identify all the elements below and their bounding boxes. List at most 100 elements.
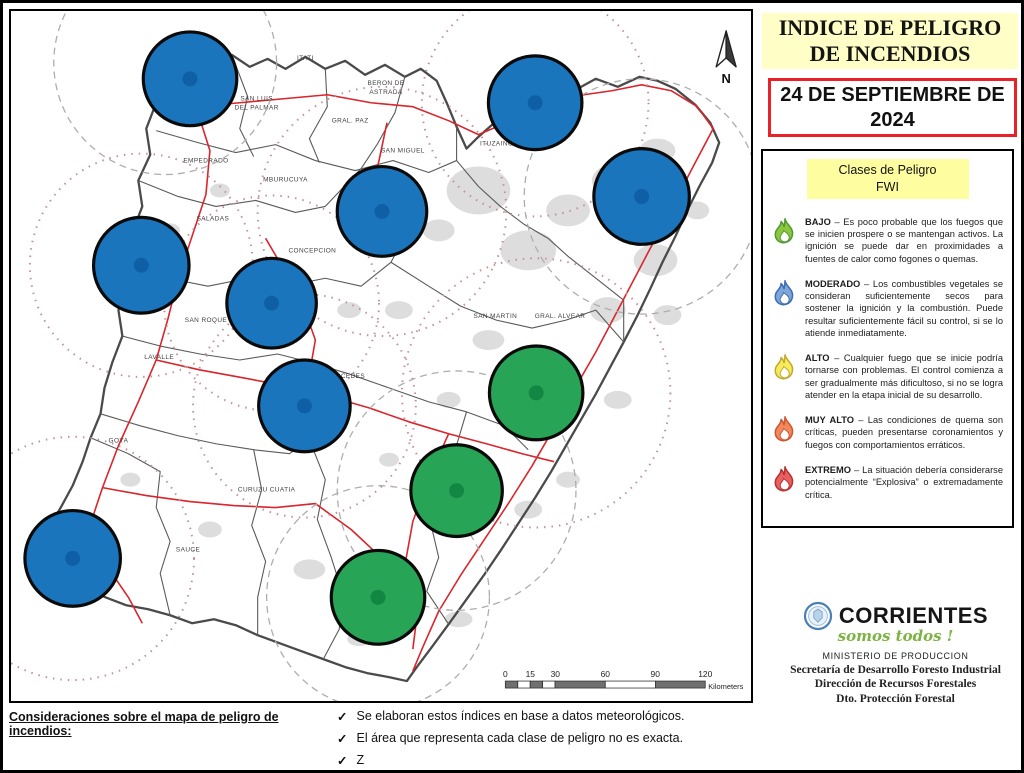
footer-note-text: Se elaboran estos índices en base a dato…	[356, 709, 685, 723]
footer: Consideraciones sobre el mapa de peligro…	[9, 707, 1019, 768]
poster-title: INDICE DE PELIGRO DE INCENDIOS	[762, 13, 1018, 69]
org-slogan: somos todos !	[837, 627, 954, 645]
footer-notes: ✓ Se elaboran estos índices en base a dat…	[337, 707, 684, 768]
date-line2: 2024	[870, 108, 915, 131]
flame-icon	[774, 279, 794, 306]
coverage-ring	[400, 257, 672, 529]
footer-note: ✓ Z	[337, 753, 684, 768]
flame-icon	[774, 354, 794, 380]
department-label: SAN ROQUE	[185, 317, 228, 324]
station-marker-moderado	[486, 54, 584, 152]
date-line1: 24 DE SEPTIEMBRE DE	[780, 83, 1005, 106]
coverage-ring	[11, 435, 195, 682]
poster-title-line2: DE INCENDIOS	[809, 41, 971, 66]
legend-item-extremo: EXTREMO – La situación debería considera…	[772, 464, 1003, 501]
legend-item-text: MUY ALTO – Las condiciones de quema son …	[805, 415, 1003, 450]
legend-items: BAJO – Es poco probable que los fuegos q…	[763, 199, 1012, 501]
legend-item-moderado: MODERADO – Los combustibles vegetales se…	[772, 278, 1003, 339]
flame-icon	[774, 416, 794, 442]
department-label: DEL PALMAR	[235, 105, 279, 112]
department-label: MERCEDES	[325, 373, 365, 380]
station-marker-moderado	[335, 164, 429, 258]
flame-icon	[774, 217, 794, 244]
legend-header-line2: FWI	[876, 179, 899, 194]
flame-icon	[774, 465, 794, 492]
department-label: SAN MIGUEL	[381, 148, 425, 155]
department-label: ITATI	[297, 55, 314, 62]
org-dept-lines: Secretaría de Desarrollo Foresto Industr…	[778, 663, 1013, 706]
legend-item-alto: ALTO – Cualquier fuego que se inicie pod…	[772, 352, 1003, 401]
scalebar-tick-label: 60	[601, 669, 611, 679]
department-label: SAN LUIS	[240, 96, 273, 103]
station-marker-moderado	[141, 30, 239, 128]
coverage-ring	[256, 85, 508, 338]
legend-item-text: MODERADO – Los combustibles vegetales se…	[805, 278, 1003, 338]
province-boundary	[47, 47, 721, 683]
department-label: LAVALLE	[144, 354, 174, 361]
department-label: SAN MARTIN	[474, 313, 518, 320]
department-label: EMPEDRADO	[183, 158, 228, 165]
coverage-ring	[53, 11, 278, 176]
department-label: ITUZAINGO	[480, 141, 519, 148]
scalebar-unit: Kilometers	[708, 682, 743, 691]
corrientes-emblem-icon	[803, 601, 832, 631]
check-icon: ✓	[337, 710, 348, 724]
org-name: CORRIENTES	[838, 603, 989, 628]
north-arrow-icon: N	[715, 30, 737, 86]
scalebar: Kilometers 0 15 30 60 90 120	[503, 669, 744, 691]
check-icon: ✓	[337, 754, 348, 768]
footer-note-text: Z	[356, 753, 365, 767]
check-icon: ✓	[337, 732, 348, 746]
footer-note: ✓ Se elaboran estos índices en base a dat…	[337, 709, 684, 724]
department-label: GRAL. PAZ	[332, 118, 369, 125]
station-marker-moderado	[91, 215, 191, 315]
legend-item-text: ALTO – Cualquier fuego que se inicie pod…	[805, 353, 1003, 400]
north-label: N	[721, 71, 730, 86]
station-markers	[23, 30, 691, 646]
corrientes-map: ITATI SAN LUIS DEL PALMAR BERON DE ASTRADA GR…	[11, 11, 751, 701]
station-marker-bajo	[409, 443, 504, 539]
scalebar-tick-label: 90	[651, 669, 661, 679]
department-label: SAUCE	[176, 546, 201, 553]
station-marker-moderado	[23, 508, 122, 608]
scalebar-tick-label: 30	[551, 669, 561, 679]
legend-header: Clases de Peligro FWI	[806, 159, 969, 199]
org-logo-row: CORRIENTES	[778, 601, 1013, 631]
footer-note-text: El área que representa cada clase de pel…	[356, 731, 684, 745]
coverage-ring	[523, 78, 751, 315]
legend-item-text: EXTREMO – La situación debería considera…	[805, 465, 1003, 500]
date-box: 24 DE SEPTIEMBRE DE 2024	[768, 78, 1017, 137]
org-logo-block: CORRIENTES somos todos ! MINISTERIO DE P…	[778, 601, 1013, 706]
department-label: CURUZU CUATIA	[238, 487, 296, 494]
legend-box: Clases de Peligro FWI BAJO – Es poco pro…	[761, 149, 1014, 528]
legend-item-muy-alto: MUY ALTO – Las condiciones de quema son …	[772, 414, 1003, 451]
department-label: MBURUCUYA	[263, 176, 308, 183]
footer-heading: Consideraciones sobre el mapa de peligro…	[9, 710, 279, 738]
coverage-ring	[266, 485, 491, 701]
org-line-3: Dto. Protección Forestal	[836, 692, 955, 705]
department-label: ASTRADA	[369, 89, 403, 96]
department-label: SALADAS	[197, 215, 230, 222]
station-marker-moderado	[257, 358, 352, 454]
coverage-ring	[336, 370, 577, 611]
station-marker-bajo	[487, 344, 585, 442]
department-label: CONCEPCION	[288, 247, 336, 254]
station-marker-moderado	[592, 147, 691, 246]
department-label: GOYA	[109, 438, 129, 445]
station-marker-bajo	[329, 548, 427, 646]
department-label: GRAL. ALVEAR	[535, 313, 586, 320]
legend-header-line1: Clases de Peligro	[838, 163, 937, 177]
org-ministry: MINISTERIO DE PRODUCCION	[822, 651, 969, 661]
org-line-2: Dirección de Recursos Forestales	[814, 678, 977, 691]
coverage-ring	[192, 293, 417, 519]
coverage-rings	[11, 11, 751, 701]
footer-note: ✓ El área que representa cada clase de pe…	[337, 731, 684, 746]
department-label: BERON DE	[368, 80, 405, 87]
org-line-1: Secretaría de Desarrollo Foresto Industr…	[790, 664, 1001, 676]
poster-title-line1: INDICE DE PELIGRO	[778, 15, 1002, 41]
department-labels: ITATI SAN LUIS DEL PALMAR BERON DE ASTRADA GR…	[109, 55, 586, 554]
scalebar-tick-label: 0	[503, 669, 508, 679]
coverage-ring	[420, 11, 650, 218]
scalebar-tick-label: 15	[526, 669, 536, 679]
